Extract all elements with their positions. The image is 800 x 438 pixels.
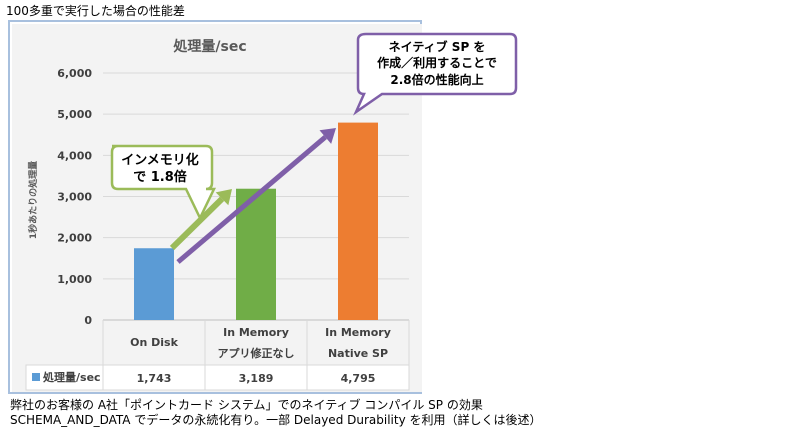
- caption-bottom-line-2: SCHEMA_AND_DATA でデータの永続化有り。一部 Delayed Du…: [10, 413, 542, 427]
- caption-top: 100多重で実行した場合の性能差: [6, 4, 185, 18]
- legend-swatch: [32, 373, 40, 381]
- callout-in-memory-line-1: インメモリ化: [121, 152, 199, 168]
- x-tick-label: アプリ修正なし: [218, 346, 295, 360]
- x-tick-label: Native SP: [328, 347, 388, 360]
- data-label: 3,189: [239, 372, 274, 385]
- arrow-native-sp: [176, 135, 327, 264]
- legend-label: 処理量/sec: [42, 370, 101, 384]
- y-tick-label: 1,000: [57, 273, 92, 286]
- x-tick-label: In Memory: [223, 326, 289, 339]
- arrow-in-memory: [169, 196, 225, 251]
- data-label: 1,743: [137, 372, 172, 385]
- y-tick-label: 2,000: [57, 232, 92, 245]
- arrow-native-sp-head: [319, 128, 336, 144]
- y-tick-label: 5,000: [57, 108, 92, 121]
- callout-in-memory: [110, 144, 216, 221]
- callout-native-sp-line-3: 2.8倍の性能向上: [390, 72, 483, 87]
- y-tick-label: 4,000: [57, 149, 92, 162]
- caption-bottom-line-1: 弊社のお客様の A社「ポイントカード システム」でのネイティブ コンパイル SP…: [10, 398, 483, 412]
- callout-native-sp-line-2: 作成／利用することで: [377, 55, 497, 70]
- x-tick-label: In Memory: [325, 326, 391, 339]
- y-tick-label: 0: [84, 314, 92, 327]
- bar: [134, 248, 174, 320]
- x-tick-label: On Disk: [130, 336, 178, 349]
- callout-native-sp-line-1: ネイティブ SP を: [389, 39, 486, 54]
- chart-title: 処理量/sec: [172, 38, 246, 55]
- arrow-in-memory-head: [215, 189, 232, 206]
- data-label: 4,795: [341, 372, 376, 385]
- y-tick-label: 6,000: [57, 67, 92, 80]
- bar: [338, 122, 378, 320]
- caption-bottom: 弊社のお客様の A社「ポイントカード システム」でのネイティブ コンパイル SP…: [10, 398, 542, 428]
- callout-in-memory-line-2: で 1.8倍: [133, 169, 187, 185]
- y-tick-label: 3,000: [57, 191, 92, 204]
- data-table-row: [25, 364, 410, 391]
- y-axis-label: 1秒あたりの処理量: [27, 161, 39, 239]
- bar: [236, 188, 276, 320]
- callout-native-sp: [353, 32, 518, 116]
